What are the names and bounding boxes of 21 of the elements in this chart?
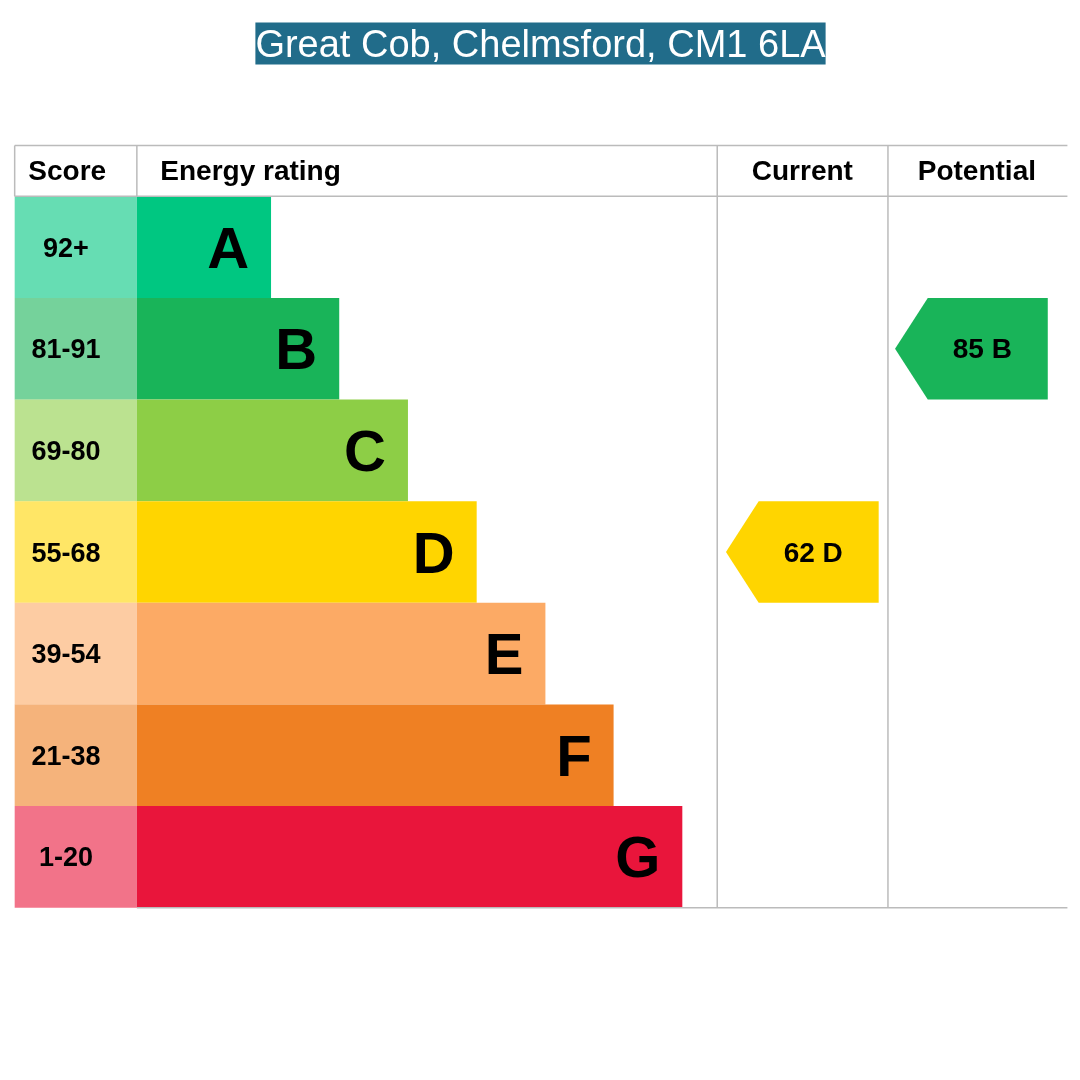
text: 85 B: [952, 333, 1012, 365]
y-tick-label: F: [556, 722, 592, 788]
text: 55-68: [31, 537, 101, 568]
y-tick-label: E: [484, 621, 524, 687]
y-tick-label: D: [412, 519, 455, 585]
y-tick-label: A: [207, 214, 250, 280]
text: Score: [28, 155, 107, 187]
y-tick-label: B: [275, 316, 318, 382]
text: 21-38: [31, 740, 101, 771]
text: 62 D: [783, 536, 843, 568]
chart-title: Great Cob, Chelmsford, CM1 6LA: [255, 22, 827, 65]
text: 39-54: [31, 639, 101, 670]
text: Current: [751, 155, 853, 187]
text: Energy rating: [160, 155, 341, 187]
text: 81-91: [31, 334, 101, 365]
text: Potential: [917, 155, 1036, 187]
y-tick-label: G: [615, 824, 661, 890]
text: 69-80: [31, 435, 101, 466]
text: 1-20: [38, 842, 93, 873]
y-tick-label: C: [344, 417, 386, 483]
text: 92+: [43, 232, 89, 263]
